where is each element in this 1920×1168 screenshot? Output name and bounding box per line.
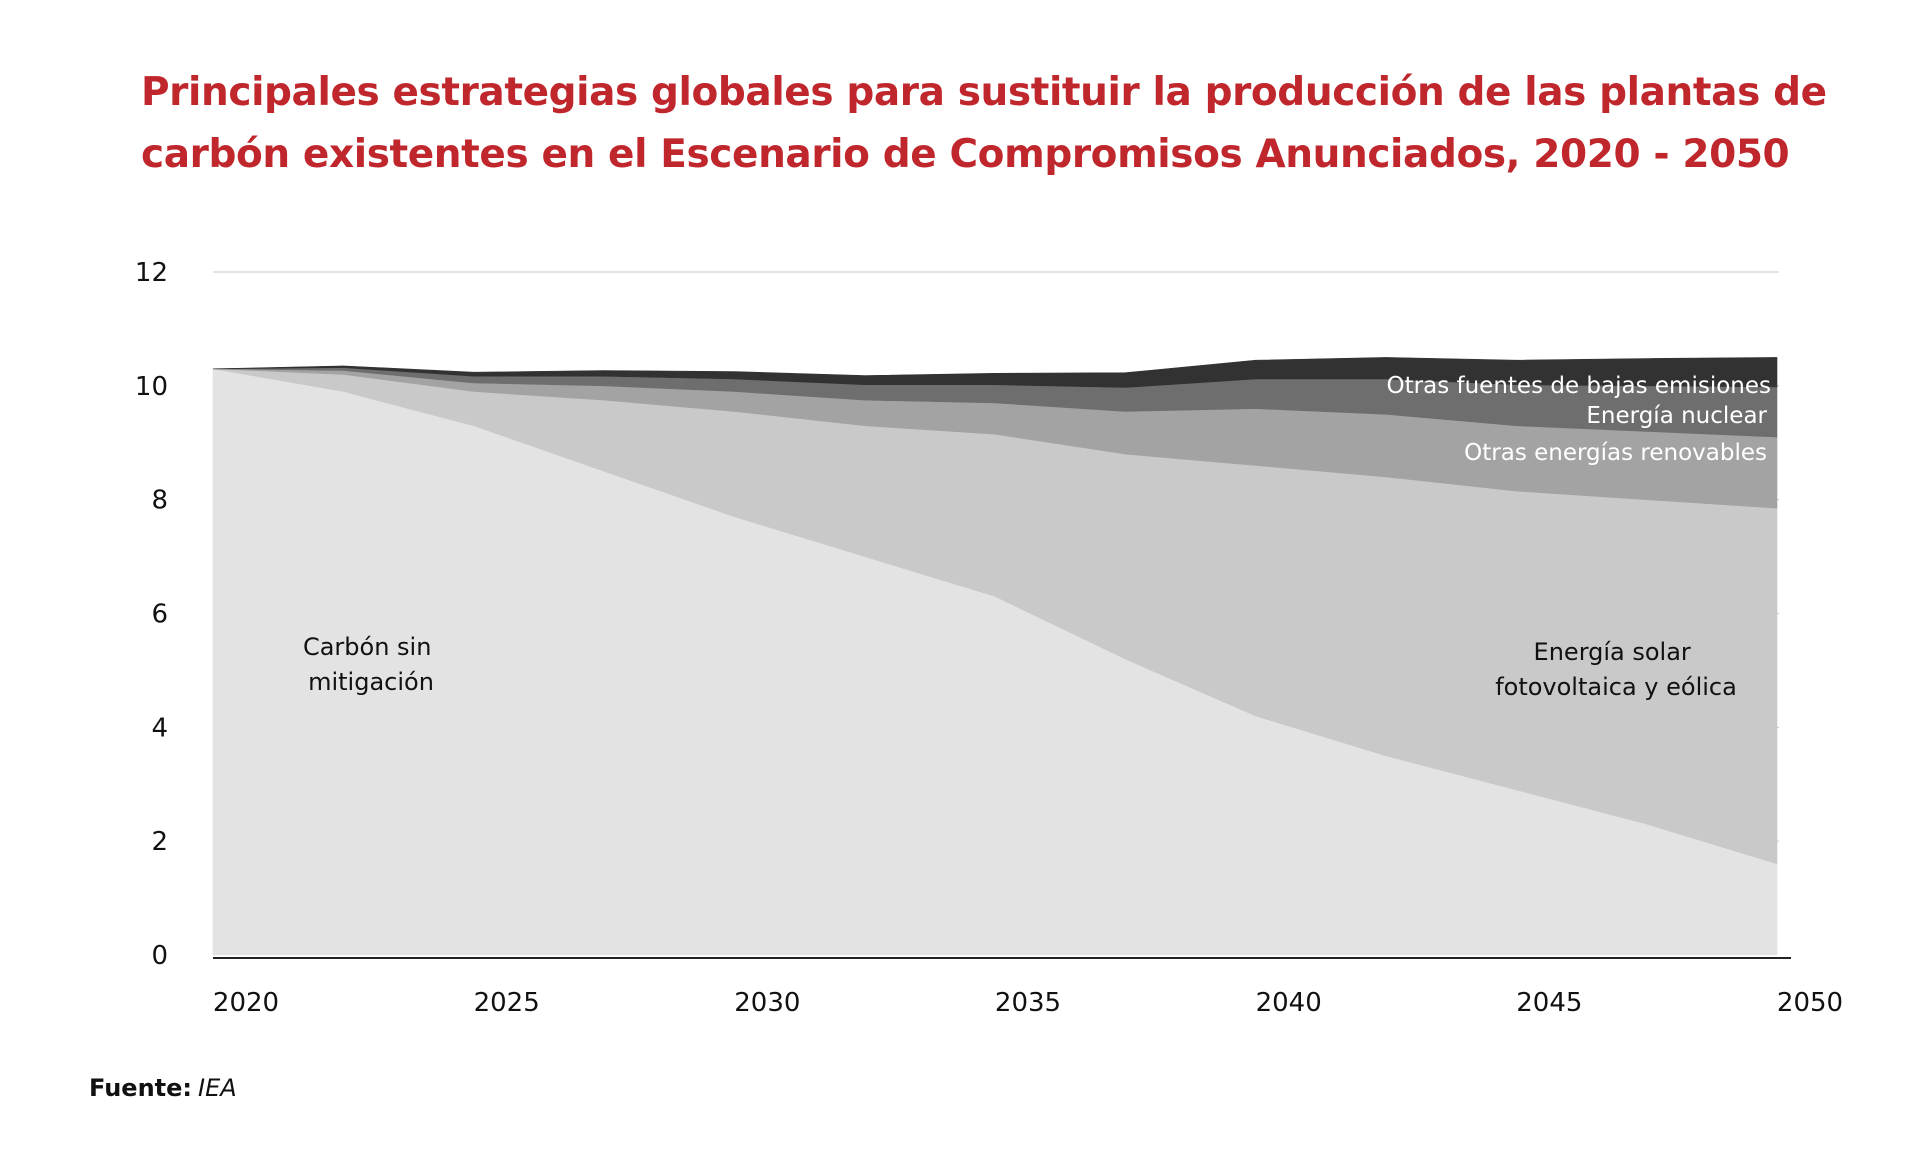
y-tick-label-12: 12 [135, 258, 168, 288]
chart-title: Principales estrategias globales para su… [141, 62, 1841, 186]
label-solar-wind: Energía solar fotovoltaica y eólica [1495, 638, 1737, 701]
source-note: Fuente: IEA [89, 1074, 237, 1102]
y-tick-label-8: 8 [151, 486, 168, 516]
area-series-5 [212, 357, 1778, 388]
x-tick-label-2020: 2020 [213, 988, 279, 1018]
label-carbon-unabated: Carbón sin mitigación [303, 633, 439, 696]
chart-title-line-1: Principales estrategias globales para su… [141, 70, 1827, 115]
chart-title-line-2: carbón existentes en el Escenario de Com… [141, 132, 1790, 177]
x-tick-label-2030: 2030 [734, 988, 800, 1018]
stacked-area-chart: 0 2 4 6 8 10 12 2020 2025 2030 2035 2040 2045 2050 C… [135, 258, 1843, 1018]
label-solar-wind-line-2: fotovoltaica y eólica [1495, 673, 1737, 701]
x-tick-label-2025: 2025 [474, 988, 540, 1018]
source-value: IEA [198, 1074, 237, 1102]
y-axis-tick-labels: 0 2 4 6 8 10 12 [135, 258, 168, 971]
x-tick-label-2045: 2045 [1516, 988, 1582, 1018]
y-tick-label-2: 2 [151, 827, 168, 857]
y-tick-label-6: 6 [151, 600, 168, 630]
x-tick-label-2035: 2035 [995, 988, 1061, 1018]
y-tick-label-4: 4 [151, 713, 168, 743]
label-other-renewables: Otras energías renovables [1464, 440, 1767, 466]
x-tick-label-2050: 2050 [1777, 988, 1843, 1018]
label-other-low-emissions: Otras fuentes de bajas emisiones [1387, 373, 1771, 399]
label-solar-wind-line-1: Energía solar [1534, 638, 1691, 666]
label-nuclear: Energía nuclear [1586, 403, 1767, 429]
source-label: Fuente: [89, 1074, 192, 1102]
x-axis-tick-labels: 2020 2025 2030 2035 2040 2045 2050 [213, 988, 1843, 1018]
x-tick-label-2040: 2040 [1256, 988, 1322, 1018]
y-tick-label-10: 10 [135, 372, 168, 402]
y-tick-label-0: 0 [151, 941, 168, 971]
label-carbon-line-2: mitigación [308, 668, 434, 696]
label-carbon-line-1: Carbón sin [303, 633, 431, 661]
area-series [212, 357, 1778, 956]
